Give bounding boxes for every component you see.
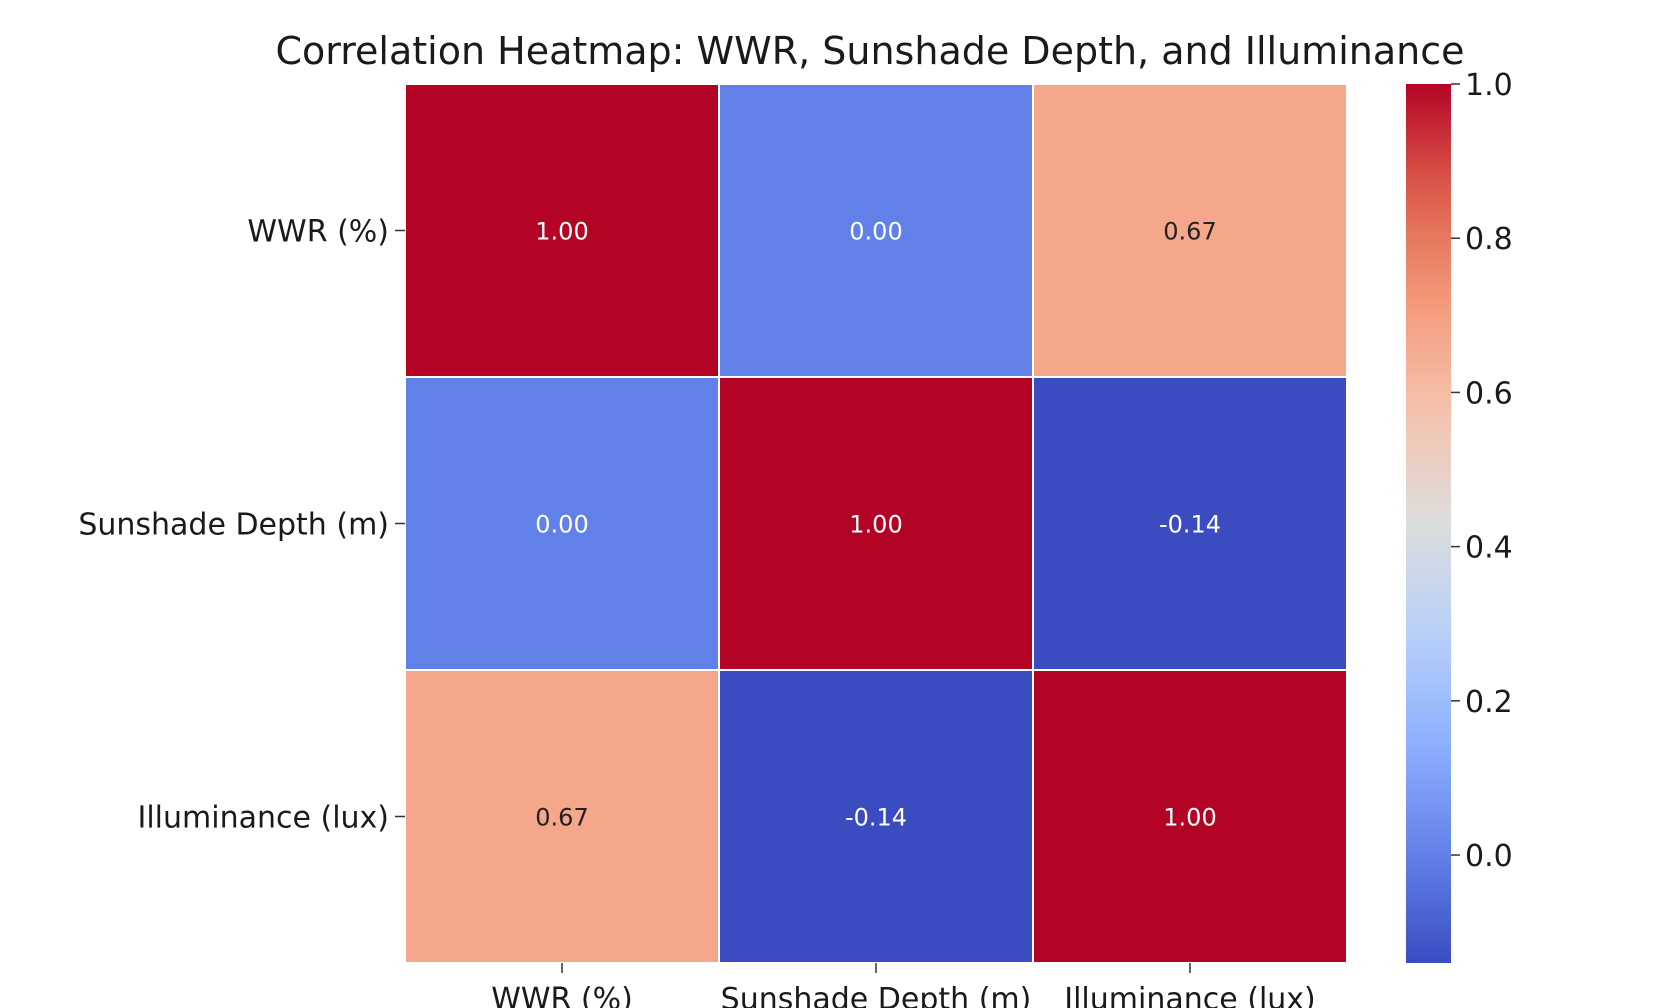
heatmap-cell (404, 376, 720, 671)
heatmap-cell (718, 669, 1034, 964)
cell-value-label: -0.14 (845, 804, 907, 832)
column-label: Sunshade Depth (m) (721, 982, 1032, 1008)
cell-value-label: 1.00 (1163, 804, 1216, 832)
cell-value-label: 1.00 (535, 218, 588, 246)
heatmap-cell (718, 83, 1034, 378)
colorbar-bar (1406, 84, 1451, 963)
heatmap-cells: 1.00 0.00 0.67 0.00 1.00 -0.14 0.67 -0.14 1.00 (404, 83, 1348, 964)
heatmap-cell (1032, 376, 1348, 671)
cell-value-label: -0.14 (1159, 511, 1221, 539)
chart-title: Correlation Heatmap: WWR, Sunshade Depth… (276, 29, 1465, 73)
row-label: Sunshade Depth (m) (78, 508, 389, 543)
colorbar-tick-label: 0.8 (1465, 222, 1513, 257)
cell-value-label: 1.00 (849, 511, 902, 539)
heatmap-cell (404, 83, 720, 378)
colorbar-tick-label: 0.6 (1465, 376, 1513, 411)
cell-value-label: 0.00 (535, 511, 588, 539)
cell-value-label: 0.00 (849, 218, 902, 246)
column-labels: WWR (%) Sunshade Depth (m) Illuminance (lu… (491, 963, 1316, 1008)
column-label: Illuminance (lux) (1064, 982, 1316, 1008)
cell-value-label: 0.67 (535, 804, 588, 832)
row-labels: WWR (%) Sunshade Depth (m) Illuminance (lu… (78, 215, 405, 836)
cell-value-label: 0.67 (1163, 218, 1216, 246)
colorbar-tick-label: 0.4 (1465, 531, 1513, 566)
row-label: Illuminance (lux) (138, 801, 390, 836)
colorbar-tick-label: 0.0 (1465, 839, 1513, 874)
colorbar-tick-label: 1.0 (1465, 68, 1513, 103)
row-label: WWR (%) (247, 215, 389, 250)
colorbar-tick-label: 0.2 (1465, 685, 1513, 720)
colorbar: 0.0 0.2 0.4 0.6 0.8 1.0 (1406, 68, 1513, 963)
heatmap-cell (1032, 83, 1348, 378)
column-label: WWR (%) (491, 982, 633, 1008)
heatmap-cell (718, 376, 1034, 671)
heatmap-cell (404, 669, 720, 964)
